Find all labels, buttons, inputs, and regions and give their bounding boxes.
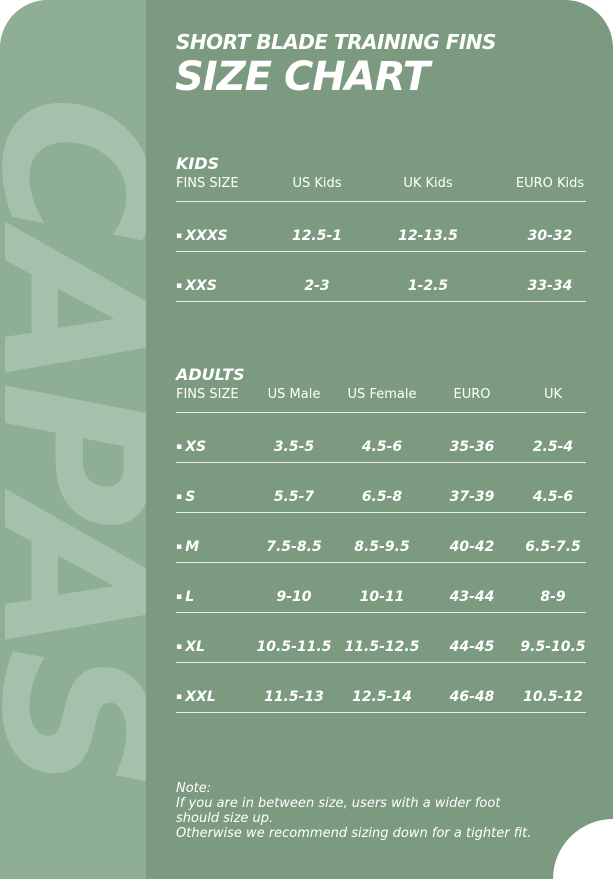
size-cell: XXS (176, 278, 217, 294)
size-cell: FINS SIZE (176, 387, 239, 402)
value-cell: 33-34 (527, 278, 573, 294)
card-corner (553, 819, 613, 879)
table-row: M 7.5-8.5 8.5-9.5 40-42 6.5-7.5 (176, 513, 586, 563)
value-cell: 8-9 (540, 589, 566, 605)
table-row: XXS 2-3 1-2.5 33-34 (176, 252, 586, 302)
note: Note: If you are in between size, users … (176, 781, 531, 841)
value-cell: 9-10 (276, 589, 312, 605)
value-cell: 46-48 (449, 689, 495, 705)
value-cell: 12.5-1 (291, 228, 343, 244)
value-cell: US Female (347, 387, 417, 402)
table-header: FINS SIZE US Male US Female EURO UK (176, 387, 586, 413)
value-cell: 6.5-7.5 (525, 539, 581, 555)
table-row: XXL 11.5-13 12.5-14 46-48 10.5-12 (176, 663, 586, 713)
kids-table: KIDS FINS SIZE US Kids UK Kids EURO Kids XXX… (176, 154, 586, 302)
value-cell: 8.5-9.5 (354, 539, 410, 555)
size-cell: XL (176, 639, 205, 655)
size-cell: FINS SIZE (176, 176, 239, 191)
adults-table: ADULTS FINS SIZE US Male US Female EURO UK XS… (176, 365, 586, 713)
value-cell: 10-11 (359, 589, 405, 605)
value-cell: 9.5-10.5 (520, 639, 586, 655)
note-label: Note: (176, 781, 212, 796)
value-cell: 37-39 (449, 489, 495, 505)
brand-strip: CAPAS (0, 0, 146, 879)
table-header: FINS SIZE US Kids UK Kids EURO Kids (176, 176, 586, 202)
value-cell: EURO Kids (515, 176, 585, 191)
value-cell: 40-42 (449, 539, 495, 555)
value-cell: US Male (267, 387, 321, 402)
table-row: XS 3.5-5 4.5-6 35-36 2.5-4 (176, 413, 586, 463)
page-title: SIZE CHART (175, 54, 430, 100)
value-cell: 30-32 (527, 228, 573, 244)
value-cell: 12-13.5 (398, 228, 458, 244)
size-cell: L (176, 589, 194, 605)
value-cell: 43-44 (449, 589, 495, 605)
product-title: SHORT BLADE TRAINING FINS (176, 30, 496, 54)
value-cell: 44-45 (449, 639, 495, 655)
value-cell: 2.5-4 (532, 439, 574, 455)
value-cell: 5.5-7 (273, 489, 315, 505)
value-cell: 11.5-13 (264, 689, 324, 705)
value-cell: UK (543, 387, 563, 402)
size-cell: XXXS (176, 228, 227, 244)
value-cell: 35-36 (449, 439, 495, 455)
value-cell: 10.5-12 (523, 689, 583, 705)
value-cell: 3.5-5 (273, 439, 315, 455)
value-cell: US Kids (292, 176, 342, 191)
brand-watermark: CAPAS (0, 95, 146, 785)
value-cell: 4.5-6 (361, 439, 403, 455)
value-cell: 4.5-6 (532, 489, 574, 505)
table-row: S 5.5-7 6.5-8 37-39 4.5-6 (176, 463, 586, 513)
value-cell: 12.5-14 (352, 689, 412, 705)
table-row: XXXS 12.5-1 12-13.5 30-32 (176, 202, 586, 252)
note-line: Otherwise we recommend sizing down for a… (176, 826, 532, 841)
size-cell: XS (176, 439, 206, 455)
table-row: L 9-10 10-11 43-44 8-9 (176, 563, 586, 613)
size-cell: M (176, 539, 199, 555)
value-cell: 6.5-8 (361, 489, 403, 505)
value-cell: 2-3 (304, 278, 330, 294)
table-row: XL 10.5-11.5 11.5-12.5 44-45 9.5-10.5 (176, 613, 586, 663)
adults-heading: ADULTS (176, 365, 245, 384)
value-cell: 1-2.5 (407, 278, 449, 294)
note-line: If you are in between size, users with a… (176, 796, 501, 811)
kids-heading: KIDS (176, 154, 220, 173)
value-cell: 10.5-11.5 (256, 639, 332, 655)
value-cell: UK Kids (403, 176, 453, 191)
note-line: should size up. (176, 811, 274, 826)
value-cell: EURO (453, 387, 491, 402)
size-cell: XXL (176, 689, 216, 705)
size-cell: S (176, 489, 195, 505)
value-cell: 7.5-8.5 (266, 539, 322, 555)
value-cell: 11.5-12.5 (344, 639, 420, 655)
